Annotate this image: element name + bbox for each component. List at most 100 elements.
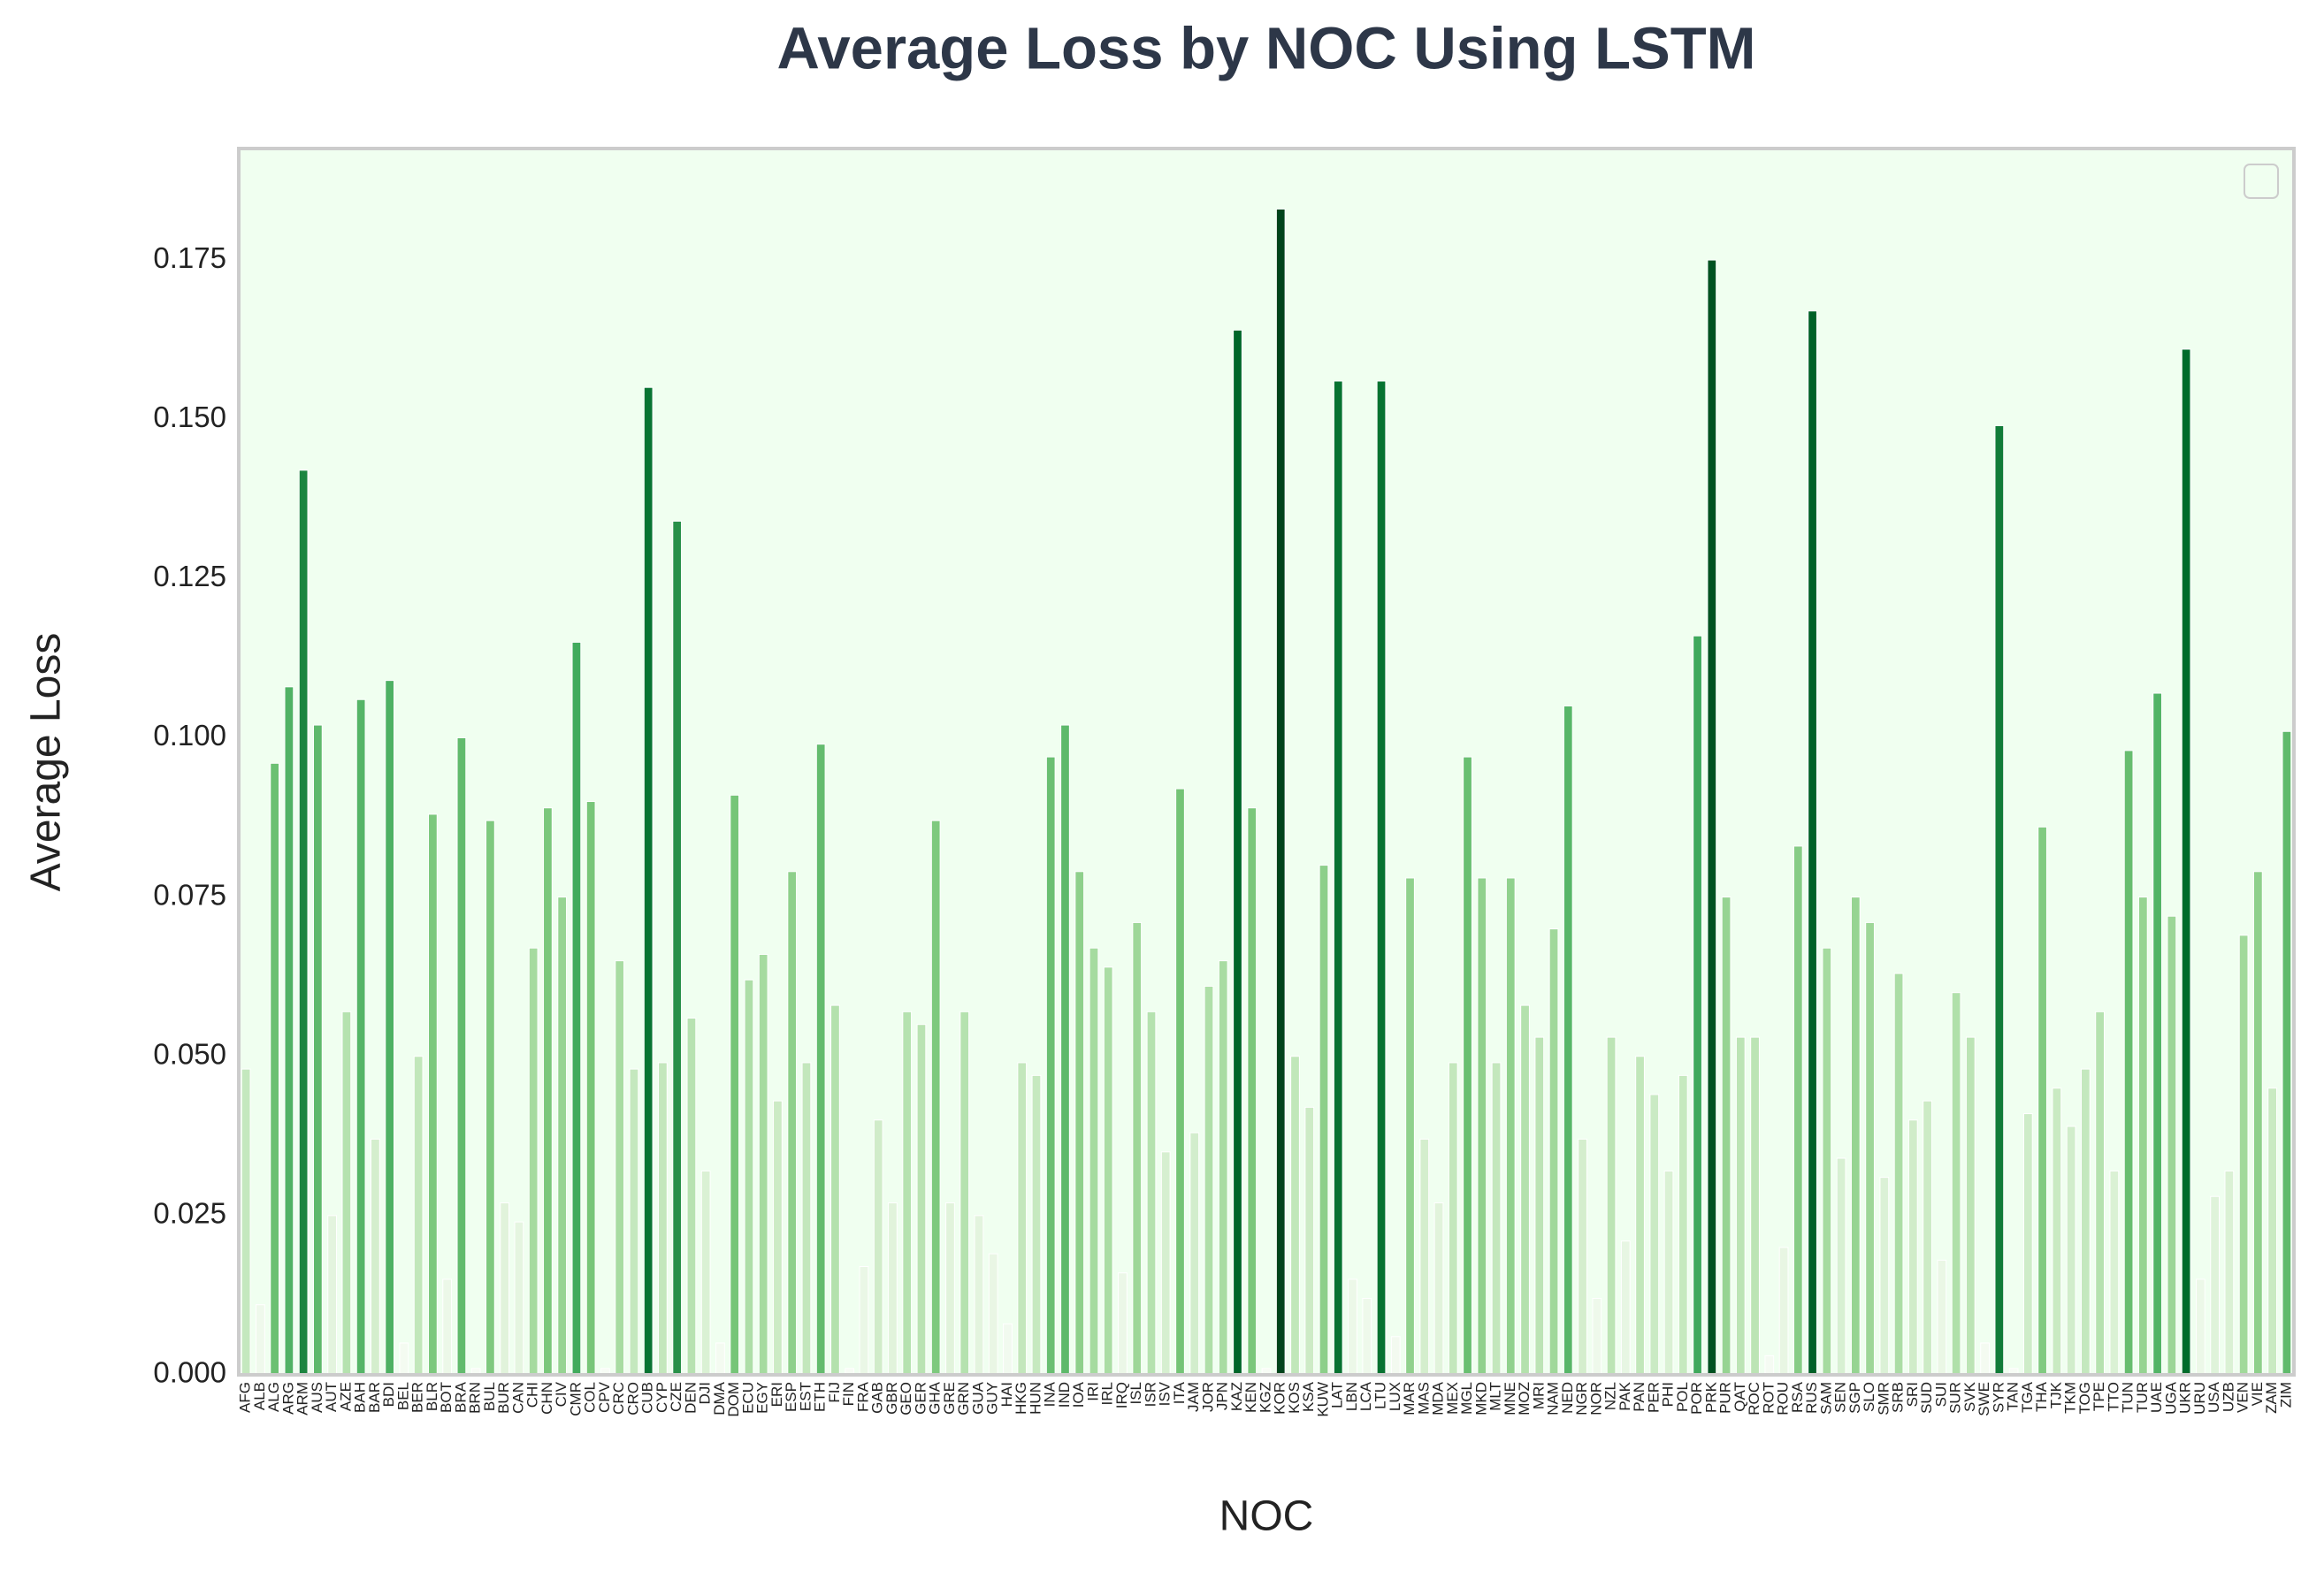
bar <box>2238 935 2249 1376</box>
x-tick-label: ERI <box>768 1382 785 1407</box>
x-tick-label: JOR <box>1199 1382 1216 1412</box>
bar <box>1649 1094 1660 1376</box>
x-tick-label: JAM <box>1185 1382 1202 1412</box>
x-tick-label: KGZ <box>1257 1382 1273 1413</box>
bar <box>1017 1062 1028 1376</box>
bar <box>1850 897 1861 1376</box>
bar <box>686 1018 697 1376</box>
bar <box>615 960 625 1376</box>
bar <box>2167 915 2177 1376</box>
x-tick-label: PRK <box>1702 1381 1719 1413</box>
x-tick-label: BRN <box>467 1382 484 1414</box>
bar <box>2282 730 2292 1376</box>
x-tick-label: MGL <box>1458 1382 1475 1415</box>
x-tick-label: TKM <box>2062 1382 2079 1414</box>
x-tick-label: ARM <box>294 1382 311 1416</box>
x-tick-label: IRI <box>1084 1382 1101 1401</box>
bar <box>2022 1113 2033 1376</box>
bar <box>2224 1170 2235 1376</box>
x-tick-label: SUI <box>1932 1382 1949 1407</box>
bar <box>1663 1170 1674 1376</box>
x-tick-label: FIJ <box>826 1382 843 1403</box>
x-tick-label: ISV <box>1157 1381 1173 1406</box>
x-tick-label: BRA <box>452 1381 469 1413</box>
x-tick-label: BAH <box>352 1382 369 1413</box>
x-tick-label: COL <box>582 1382 599 1413</box>
bar <box>2252 871 2263 1376</box>
x-tick-label: NZL <box>1602 1382 1619 1410</box>
x-tick-label: RSA <box>1789 1381 1806 1413</box>
x-tick-label: IRL <box>1099 1382 1116 1405</box>
x-tick-label: BOT <box>438 1382 455 1413</box>
x-tick-label: ITA <box>1171 1381 1188 1404</box>
x-tick-label: QAT <box>1732 1382 1748 1412</box>
x-tick-label: PAN <box>1631 1382 1647 1412</box>
x-tick-label: NGR <box>1573 1382 1590 1416</box>
bar <box>2137 897 2148 1376</box>
bar <box>284 686 294 1376</box>
bar <box>1045 756 1056 1376</box>
x-tick-label: PAK <box>1617 1381 1633 1410</box>
x-tick-label: GUY <box>984 1382 1001 1415</box>
x-tick-label: BUR <box>495 1382 512 1414</box>
bar <box>1693 635 1702 1376</box>
bar <box>1118 1272 1128 1376</box>
plot-background <box>239 149 2294 1375</box>
x-tick-label: GAB <box>869 1382 886 1414</box>
bar <box>758 953 768 1376</box>
x-tick-label: FIN <box>840 1382 857 1406</box>
x-tick-label: AUS <box>309 1382 325 1413</box>
bar <box>2037 826 2047 1376</box>
x-tick-label: USA <box>2206 1381 2222 1413</box>
bar <box>2066 1126 2076 1376</box>
x-tick-label: SVK <box>1961 1381 1978 1412</box>
x-tick-label: LAT <box>1329 1382 1346 1408</box>
bar <box>773 1100 783 1376</box>
bar <box>1505 877 1516 1376</box>
x-tick-label: EST <box>797 1382 814 1411</box>
y-tick-label: 0.125 <box>153 560 226 592</box>
bar <box>485 820 495 1376</box>
x-tick-label: SEN <box>1832 1382 1849 1413</box>
bar <box>1764 1355 1775 1376</box>
x-tick-label: MAS <box>1415 1382 1432 1415</box>
y-tick-label: 0.025 <box>153 1197 226 1230</box>
bar <box>514 1221 524 1376</box>
x-tick-label: MEX <box>1444 1382 1461 1415</box>
bar <box>974 1215 984 1376</box>
x-tick-label: HAI <box>998 1382 1015 1407</box>
bar <box>256 1304 265 1376</box>
x-tick-label: CUB <box>639 1382 656 1414</box>
bar <box>528 947 539 1376</box>
x-tick-label: BEL <box>394 1382 411 1410</box>
bar <box>1433 1202 1444 1376</box>
x-tick-label: THA <box>2033 1381 2050 1412</box>
x-tick-label: MAR <box>1401 1382 1418 1416</box>
x-tick-label: TAN <box>2005 1382 2022 1411</box>
x-tick-label: GBR <box>883 1382 900 1415</box>
x-tick-label: GHA <box>927 1381 944 1415</box>
x-tick-label: CRO <box>624 1382 641 1416</box>
bar <box>2210 1195 2220 1376</box>
x-tick-label: CZE <box>668 1382 684 1412</box>
bar <box>1204 985 1214 1376</box>
x-tick-label: CHI <box>524 1382 541 1408</box>
bar <box>830 1004 840 1376</box>
bar <box>1146 1011 1157 1376</box>
x-tick-label: TUR <box>2134 1382 2151 1413</box>
bar <box>442 1278 453 1376</box>
bar <box>1707 259 1717 1376</box>
bar <box>1994 424 2005 1376</box>
bar <box>385 680 395 1376</box>
x-tick-label: ZIM <box>2277 1382 2294 1408</box>
x-tick-label: CAN <box>509 1382 526 1414</box>
y-tick-label: 0.150 <box>153 401 226 433</box>
y-tick-label: 0.175 <box>153 241 226 274</box>
x-tick-label: KEN <box>1242 1382 1259 1413</box>
bar <box>1721 897 1732 1376</box>
legend <box>2244 164 2279 199</box>
bar <box>715 1342 725 1376</box>
x-tick-label: BDI <box>380 1382 397 1407</box>
x-tick-label: MNE <box>1502 1382 1518 1416</box>
bar <box>1463 756 1472 1376</box>
